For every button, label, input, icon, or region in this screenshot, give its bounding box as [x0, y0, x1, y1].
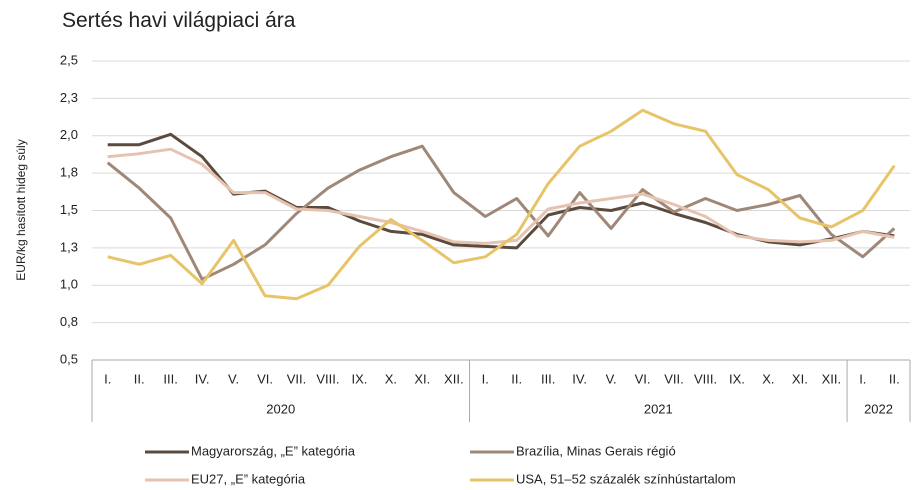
legend-label: EU27, „E” kategória [191, 471, 306, 486]
x-tick-label: II. [134, 371, 145, 386]
x-tick-label: II. [889, 371, 900, 386]
y-tick-label: 0,8 [60, 314, 78, 329]
y-axis-label: EUR/kg hasított hideg súly [14, 139, 28, 280]
x-tick-label: XI. [414, 371, 430, 386]
x-tick-label: IV. [572, 371, 587, 386]
data-line [107, 108, 896, 301]
x-tick-label: II. [511, 371, 522, 386]
x-tick-label: VIII. [316, 371, 339, 386]
y-tick-label: 0,5 [60, 351, 78, 366]
y-tick-label: 1,3 [60, 239, 78, 254]
x-tick-label: XII. [822, 371, 842, 386]
legend-label: Brazília, Minas Gerais régió [516, 443, 676, 458]
x-tick-label: I. [482, 371, 489, 386]
x-tick-label: IX. [729, 371, 745, 386]
y-tick-label: 2,0 [60, 127, 78, 142]
x-tick-label: V. [228, 371, 239, 386]
x-tick-label: V. [606, 371, 617, 386]
legend-label: Magyarország, „E” kategória [191, 443, 356, 458]
x-tick-label: III. [541, 371, 555, 386]
data-line [106, 144, 896, 281]
x-group-label: 2021 [644, 401, 673, 416]
data-line [107, 147, 895, 245]
x-tick-label: VII. [664, 371, 684, 386]
x-tick-label: VI. [257, 371, 273, 386]
x-tick-label: X. [385, 371, 397, 386]
x-tick-label: I. [859, 371, 866, 386]
x-tick-label: IV. [195, 371, 210, 386]
y-tick-label: 1,8 [60, 165, 78, 180]
x-tick-label: X. [762, 371, 774, 386]
x-tick-label: VI. [635, 371, 651, 386]
x-tick-label: III. [163, 371, 177, 386]
x-tick-label: XI. [792, 371, 808, 386]
y-tick-label: 1,0 [60, 277, 78, 292]
y-tick-label: 2,5 [60, 52, 78, 67]
x-tick-label: I. [104, 371, 111, 386]
x-tick-label: IX. [351, 371, 367, 386]
data-line [107, 132, 895, 250]
x-tick-label: VIII. [694, 371, 717, 386]
x-group-label: 2022 [864, 401, 893, 416]
x-group-label: 2020 [266, 401, 295, 416]
y-tick-label: 2,3 [60, 90, 78, 105]
y-tick-label: 1,5 [60, 202, 78, 217]
chart-title: Sertés havi világpiaci ára [62, 9, 296, 32]
legend-label: USA, 51–52 százalék színhústartalom [516, 471, 736, 486]
x-tick-label: XII. [444, 371, 464, 386]
x-tick-label: VII. [287, 371, 307, 386]
